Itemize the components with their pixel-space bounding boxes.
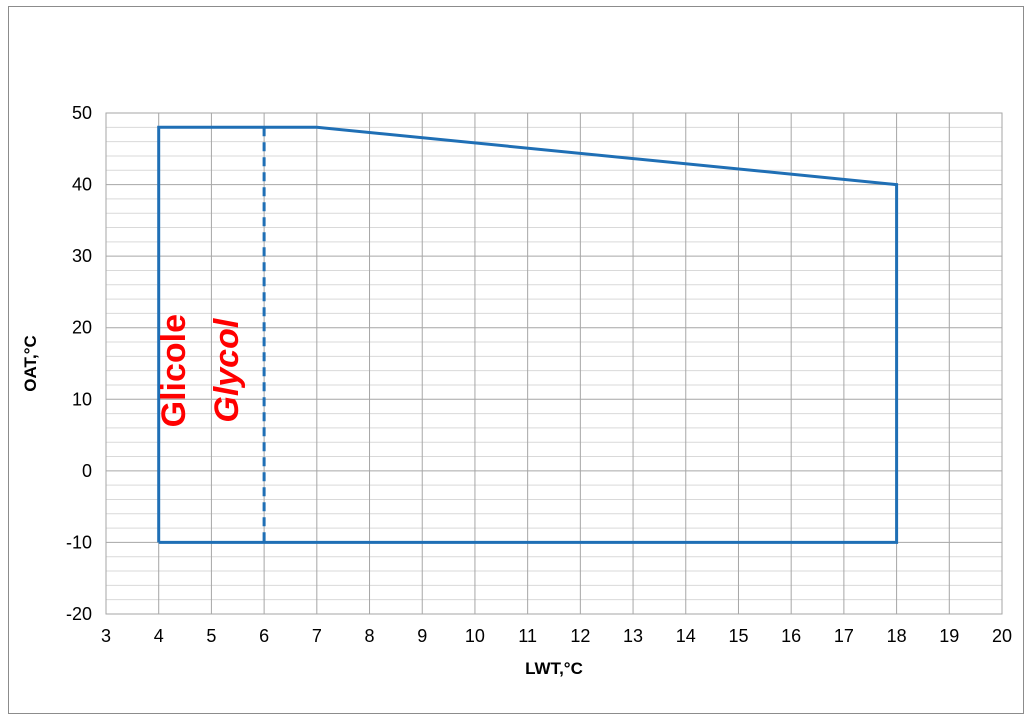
x-tick-label: 19 [939, 626, 959, 646]
x-tick-label: 6 [259, 626, 269, 646]
operating-envelope-chart: 3 4 5 6 7 8 9 10 11 12 13 14 15 16 17 18 19 20 -20 -10 0 10 20… [21, 103, 1012, 678]
annotation-label: Glicole [155, 314, 193, 427]
y-tick-label: -10 [66, 532, 92, 552]
y-tick-label: 10 [72, 389, 92, 409]
x-tick-label: 9 [417, 626, 427, 646]
x-tick-label: 16 [781, 626, 801, 646]
x-tick-label: 8 [365, 626, 375, 646]
x-tick-label: 15 [728, 626, 748, 646]
x-tick-label: 5 [206, 626, 216, 646]
x-tick-label: 12 [570, 626, 590, 646]
x-tick-label: 14 [676, 626, 696, 646]
x-tick-label: 7 [312, 626, 322, 646]
y-tick-label: 30 [72, 246, 92, 266]
x-tick-label: 18 [887, 626, 907, 646]
y-axis-title: OAT,°C [21, 335, 40, 392]
series-layer [157, 125, 899, 544]
annotation-label: Glycol [208, 317, 246, 422]
y-tick-label: 40 [72, 175, 92, 195]
plot-area-border [105, 112, 1003, 615]
x-tick-label: 20 [992, 626, 1012, 646]
series-line-envelope [157, 125, 899, 544]
y-tick-label: 20 [72, 318, 92, 338]
y-tick-label: 0 [82, 461, 92, 481]
tick-labels: 3 4 5 6 7 8 9 10 11 12 13 14 15 16 17 18 19 20 -20 -10 0 10 20… [66, 103, 1012, 646]
x-tick-label: 13 [623, 626, 643, 646]
annotations: Glicole Glycol [155, 314, 246, 427]
x-tick-label: 10 [465, 626, 485, 646]
chart-frame: 3 4 5 6 7 8 9 10 11 12 13 14 15 16 17 18 19 20 -20 -10 0 10 20… [8, 6, 1024, 714]
y-tick-label: -20 [66, 604, 92, 624]
x-tick-label: 3 [101, 626, 111, 646]
x-axis-title: LWT,°C [525, 659, 583, 678]
x-tick-label: 17 [834, 626, 854, 646]
x-tick-label: 4 [154, 626, 164, 646]
y-tick-label: 50 [72, 103, 92, 123]
x-tick-label: 11 [518, 626, 537, 646]
